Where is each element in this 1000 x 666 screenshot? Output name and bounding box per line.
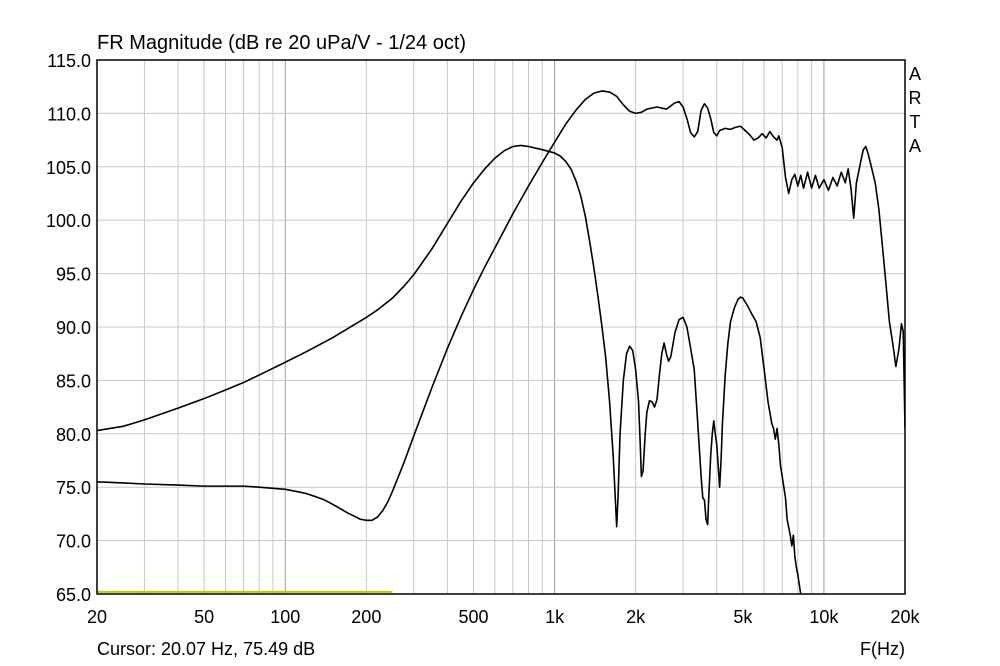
x-tick-label: 5k: [733, 607, 753, 627]
x-tick-label: 10k: [809, 607, 839, 627]
x-tick-label: 1k: [545, 607, 565, 627]
plot-area-border: [96, 59, 906, 595]
y-tick-label: 85.0: [56, 371, 91, 391]
cursor-readout: Cursor: 20.07 Hz, 75.49 dB: [97, 639, 315, 659]
y-axis-tick-labels: 115.0 110.0 105.0 100.0 95.0 90.0 85.0 80.0 75.0…: [46, 51, 91, 605]
y-tick-label: 115.0: [47, 51, 91, 71]
series-line-2: [97, 90, 905, 522]
watermark-letter: T: [910, 112, 921, 132]
x-tick-label: 20: [87, 607, 107, 627]
x-tick-label: 2k: [626, 607, 646, 627]
watermark-letter: A: [909, 64, 921, 84]
x-tick-label: 100: [270, 607, 300, 627]
watermark-letter: A: [909, 136, 921, 156]
y-tick-label: 65.0: [56, 585, 91, 605]
y-tick-label: 90.0: [56, 318, 91, 338]
y-tick-label: 95.0: [56, 265, 91, 285]
y-tick-label: 100.0: [46, 211, 91, 231]
grid: [97, 60, 905, 594]
curves: [97, 90, 905, 594]
x-tick-label: 20k: [890, 607, 920, 627]
x-tick-label: 500: [458, 607, 488, 627]
y-tick-label: 75.0: [56, 478, 91, 498]
x-tick-label: 200: [351, 607, 381, 627]
y-tick-label: 80.0: [56, 425, 91, 445]
watermark-letter: R: [909, 88, 922, 108]
x-tick-label: 50: [194, 607, 214, 627]
chart-title: FR Magnitude (dB re 20 uPa/V - 1/24 oct): [97, 32, 466, 54]
x-axis-unit-label: F(Hz): [860, 639, 905, 659]
y-tick-label: 70.0: [56, 532, 91, 552]
x-axis-tick-labels: 20 50 100 200 500 1k 2k 5k 10k 20k: [87, 607, 921, 627]
y-tick-label: 105.0: [46, 158, 91, 178]
y-tick-label: 110.0: [47, 104, 91, 124]
series-line-1: [97, 144, 802, 594]
